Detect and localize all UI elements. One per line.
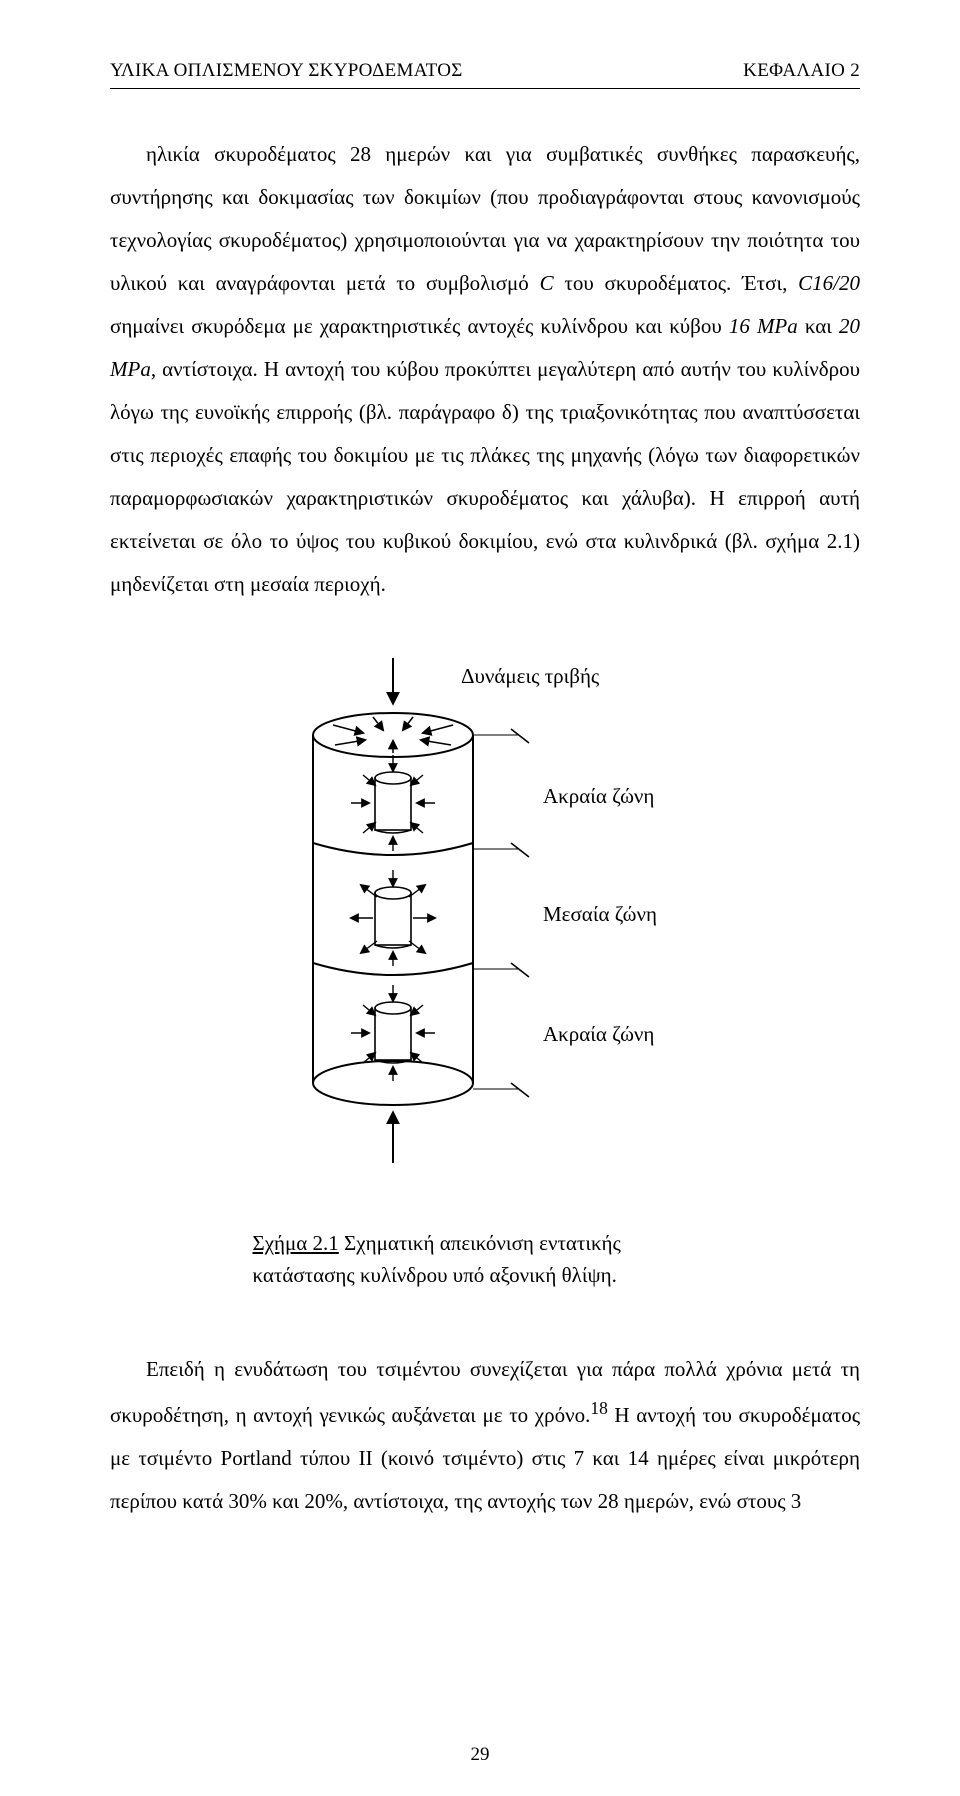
zone-ticks xyxy=(473,729,529,1097)
label-mid-zone: Μεσαία ζώνη xyxy=(543,902,657,926)
header-right: ΚΕΦΑΛΑΙΟ 2 xyxy=(743,60,860,82)
core-top xyxy=(351,755,435,851)
p1-text-e: , αντίστοιχα. Η αντοχή του κύβου προκύπτ… xyxy=(110,357,860,596)
cylinder-diagram: Δυνάμεις τριβής xyxy=(223,643,748,1203)
header-left: ΥΛΙΚΑ ΟΠΛΙΣΜΕΝΟΥ ΣΚΥΡΟΔΕΜΑΤΟΣ xyxy=(110,60,463,82)
p1-text-c: σημαίνει σκυρόδεμα με χαρακτηριστικές αν… xyxy=(110,314,729,338)
paragraph-1: ηλικία σκυροδέματος 28 ημερών και για συ… xyxy=(110,133,860,607)
p1-text-d: και xyxy=(798,314,839,338)
p1-italic-C1620: C16/20 xyxy=(798,271,860,295)
figure-svg-wrap: Δυνάμεις τριβής xyxy=(223,643,748,1203)
page-number: 29 xyxy=(0,1744,960,1766)
p1-italic-16mpa: 16 MPa xyxy=(729,314,798,338)
header-rule xyxy=(110,88,860,89)
p1-italic-C: C xyxy=(540,271,554,295)
p1-text-b: του σκυροδέματος. Έτσι, xyxy=(554,271,799,295)
page-header: ΥΛΙΚΑ ΟΠΛΙΣΜΕΝΟΥ ΣΚΥΡΟΔΕΜΑΤΟΣ ΚΕΦΑΛΑΙΟ 2 xyxy=(110,60,860,82)
footnote-ref-18: 18 xyxy=(590,1398,608,1418)
paragraph-2: Επειδή η ενυδάτωση του τσιμέντου συνεχίζ… xyxy=(110,1348,860,1523)
figure-caption: Σχήμα 2.1 Σχηματική απεικόνιση εντατικής… xyxy=(253,1227,723,1292)
caption-number: Σχήμα 2.1 xyxy=(253,1231,339,1255)
core-mid xyxy=(351,870,435,966)
page: ΥΛΙΚΑ ΟΠΛΙΣΜΕΝΟΥ ΣΚΥΡΟΔΕΜΑΤΟΣ ΚΕΦΑΛΑΙΟ 2… xyxy=(0,0,960,1796)
label-friction: Δυνάμεις τριβής xyxy=(461,664,600,688)
label-top-zone: Ακραία ζώνη xyxy=(543,784,654,808)
label-bottom-zone: Ακραία ζώνη xyxy=(543,1022,654,1046)
figure-2-1: Δυνάμεις τριβής xyxy=(223,643,748,1292)
